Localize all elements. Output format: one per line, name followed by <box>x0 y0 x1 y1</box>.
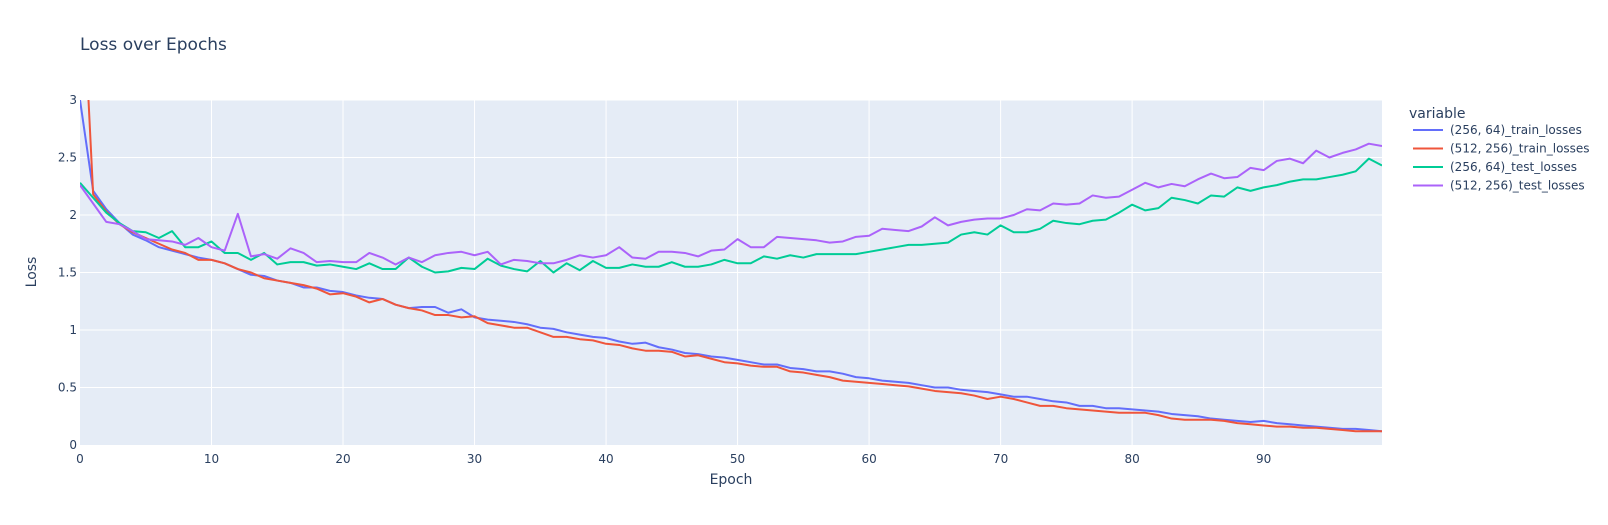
legend-label: (512, 256)_train_losses <box>1450 142 1590 156</box>
legend-item[interactable]: (512, 256)_train_losses <box>1413 142 1590 156</box>
x-tick-label: 70 <box>993 452 1008 466</box>
legend-label: (512, 256)_test_losses <box>1450 179 1585 193</box>
y-tick-label: 3 <box>69 93 77 107</box>
x-tick-label: 90 <box>1256 452 1271 466</box>
y-tick-label: 2 <box>69 208 77 222</box>
chart-title: Loss over Epochs <box>80 35 227 55</box>
x-tick-label: 50 <box>730 452 745 466</box>
x-tick-label: 20 <box>335 452 350 466</box>
x-tick-label: 10 <box>204 452 219 466</box>
x-tick-label: 80 <box>1124 452 1139 466</box>
legend-title: variable <box>1409 106 1465 122</box>
legend-item[interactable]: (512, 256)_test_losses <box>1413 179 1585 193</box>
y-tick-label: 1 <box>69 323 77 337</box>
legend-item[interactable]: (256, 64)_train_losses <box>1413 123 1582 137</box>
y-axis-title: Loss <box>24 257 40 288</box>
x-tick-labels: 0 10 20 30 40 50 60 70 80 90 <box>76 452 1271 466</box>
y-tick-label: 0.5 <box>58 381 77 395</box>
y-tick-label: 1.5 <box>58 266 77 280</box>
legend-item[interactable]: (256, 64)_test_losses <box>1413 160 1577 174</box>
series-line-512-256-test-losses <box>80 142 1382 266</box>
y-tick-label: 2.5 <box>58 151 77 165</box>
y-tick-labels: 0 0.5 1 1.5 2 2.5 3 <box>58 93 77 452</box>
series-lines <box>80 100 1382 433</box>
series-line-512-256-train-losses <box>87 100 1382 433</box>
x-tick-label: 30 <box>467 452 482 466</box>
x-tick-label: 60 <box>861 452 876 466</box>
x-tick-label: 0 <box>76 452 84 466</box>
legend-label: (256, 64)_test_losses <box>1450 160 1577 174</box>
x-tick-label: 40 <box>598 452 613 466</box>
x-axis-title: Epoch <box>710 472 753 488</box>
legend: variable (256, 64)_train_losses (512, 256… <box>1409 106 1590 193</box>
legend-label: (256, 64)_train_losses <box>1450 123 1582 137</box>
series-line-256-64-test-losses <box>80 157 1382 274</box>
series-line-256-64-train-losses <box>80 100 1382 433</box>
y-gridlines <box>80 99 1382 388</box>
y-tick-label: 0 <box>69 438 77 452</box>
